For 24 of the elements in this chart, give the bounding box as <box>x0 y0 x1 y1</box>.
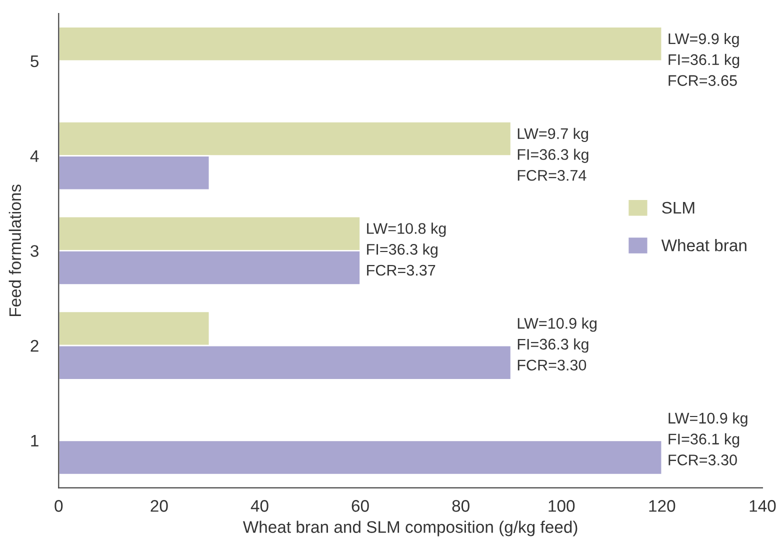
legend-label: SLM <box>662 202 694 214</box>
annotation: LW=10.9 kg FI=36.3 kg FCR=3.30 <box>518 318 596 371</box>
annotation: LW=9.9 kg FI=36.1 kg FCR=3.65 <box>668 32 740 86</box>
bar <box>58 440 663 476</box>
annotation: LW=9.7 kg FI=36.3 kg FCR=3.74 <box>518 128 588 181</box>
y-tick-label: 4 <box>30 150 39 162</box>
y-tick-label: 3 <box>30 245 38 257</box>
x-tick-label: 20 <box>150 500 168 512</box>
x-tick-label: 140 <box>750 500 776 512</box>
y-axis-title: Feed formulations <box>8 184 22 316</box>
x-tick-label: 60 <box>352 500 369 512</box>
annotation: LW=10.8 kg FI=36.3 kg FCR=3.37 <box>367 222 446 276</box>
y-tick-label: 2 <box>30 340 38 352</box>
legend-label: Wheat bran <box>661 239 746 252</box>
x-tick-label: 40 <box>250 500 268 512</box>
x-tick-label: 0 <box>54 500 63 512</box>
annotation: LW=10.9 kg FI=36.1 kg FCR=3.30 <box>668 412 748 466</box>
x-tick-label: 120 <box>649 500 676 512</box>
y-tick-label: 1 <box>31 434 38 446</box>
x-axis-title: Wheat bran and SLM composition (g/kg feed) <box>242 520 578 536</box>
bar <box>58 26 663 62</box>
x-tick-label: 100 <box>548 500 575 512</box>
y-tick-label: 5 <box>30 56 39 68</box>
x-tick-label: 80 <box>452 500 470 512</box>
